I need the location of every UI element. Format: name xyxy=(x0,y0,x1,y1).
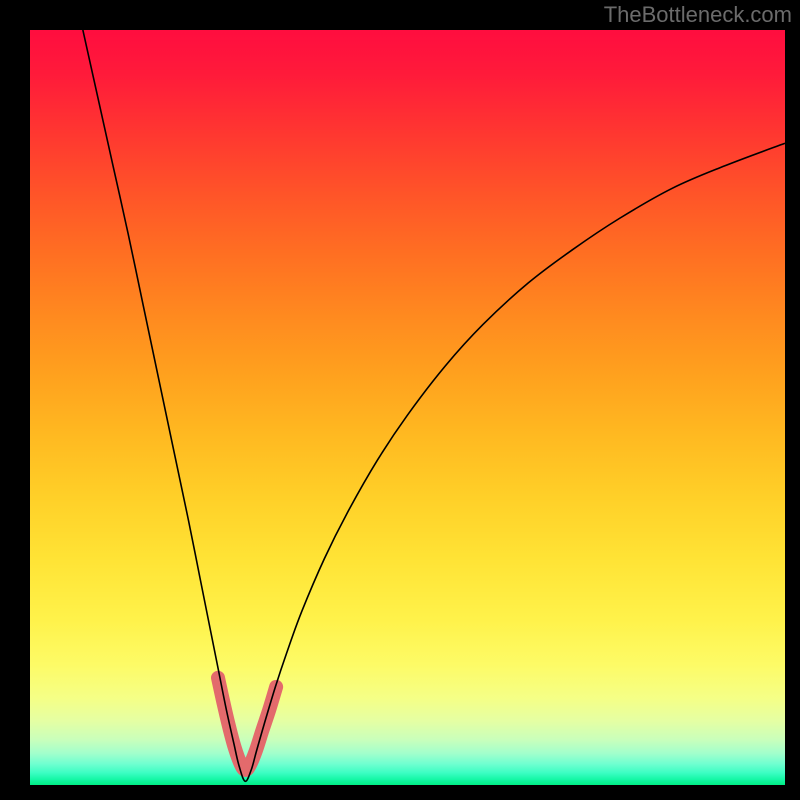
gradient-background xyxy=(30,30,785,785)
chart-svg xyxy=(30,30,785,785)
chart-container: TheBottleneck.com xyxy=(0,0,800,800)
watermark-text: TheBottleneck.com xyxy=(604,2,792,28)
plot-area xyxy=(30,30,785,785)
